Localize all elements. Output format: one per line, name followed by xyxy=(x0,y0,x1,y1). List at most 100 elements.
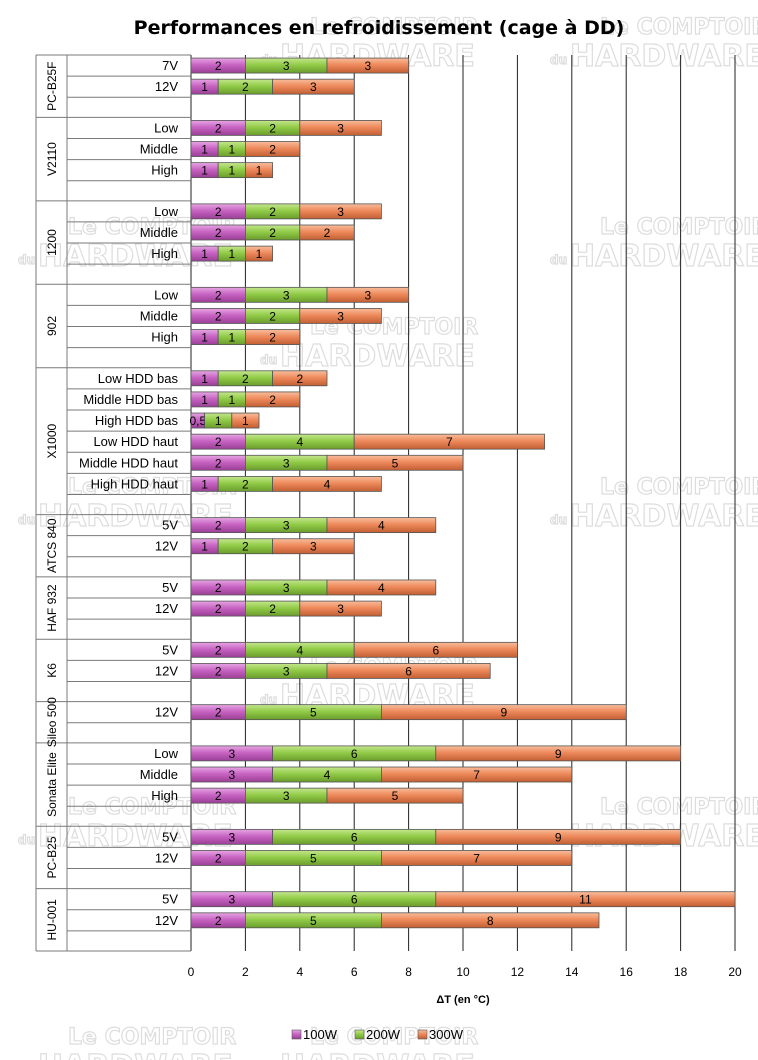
data-label: 4 xyxy=(324,477,331,491)
bar-300W xyxy=(244,141,301,157)
bar-300W xyxy=(299,203,382,220)
bar-300W xyxy=(326,57,409,74)
x-tick-label: 0 xyxy=(188,965,195,979)
watermark-du: du xyxy=(260,693,277,707)
data-label: 1 xyxy=(228,143,235,157)
data-label: 5 xyxy=(392,789,399,803)
data-label: 2 xyxy=(215,226,222,240)
row-label: 12V xyxy=(155,79,178,94)
row-label: Low xyxy=(154,120,178,135)
data-label: 2 xyxy=(242,540,249,554)
data-label: 2 xyxy=(296,372,303,386)
data-label: 2 xyxy=(215,288,222,302)
x-tick-label: 4 xyxy=(296,965,303,979)
data-label: 2 xyxy=(215,602,222,616)
watermark-line2: HARDWARE xyxy=(570,499,758,534)
data-label: 9 xyxy=(555,747,562,761)
data-label: 3 xyxy=(364,288,371,302)
data-label: 2 xyxy=(215,789,222,803)
watermark-line2: HARDWARE xyxy=(280,339,475,374)
data-label: 3 xyxy=(283,581,290,595)
watermark-line1: Le COMPTOIR xyxy=(310,1025,478,1050)
data-label: 2 xyxy=(215,643,222,657)
data-label: 1 xyxy=(201,331,208,345)
data-label: 1 xyxy=(201,540,208,554)
row-label: Middle xyxy=(140,308,178,323)
data-label: 4 xyxy=(296,643,303,657)
x-axis-ticks: 0 2 4 6 8 10 12 14 16 18 20 xyxy=(188,965,742,979)
data-label: 2 xyxy=(242,477,249,491)
data-label: 3 xyxy=(283,664,290,678)
bar-300W xyxy=(353,433,546,450)
group-label: K6 xyxy=(45,663,59,678)
data-label: 2 xyxy=(215,309,222,323)
group-label: PC-B25 xyxy=(45,836,59,878)
data-label: 2 xyxy=(242,80,249,94)
data-label: 4 xyxy=(378,581,385,595)
row-label: High HDD haut xyxy=(91,476,179,491)
x-tick-label: 16 xyxy=(620,965,634,979)
data-label: 1 xyxy=(201,372,208,386)
row-label: 5V xyxy=(162,829,178,844)
x-tick-label: 18 xyxy=(674,965,688,979)
row-label: High xyxy=(151,163,178,178)
legend-item-300W: 300W xyxy=(417,1027,464,1042)
data-label: 2 xyxy=(269,205,276,219)
x-tick-label: 12 xyxy=(511,965,525,979)
data-label: 3 xyxy=(228,747,235,761)
data-label: 1 xyxy=(242,414,249,428)
data-label: 2 xyxy=(215,851,222,865)
bar-300W xyxy=(326,663,491,679)
bar-300W xyxy=(272,78,355,95)
watermark-line2: HARDWARE xyxy=(280,1049,475,1060)
data-label: 1 xyxy=(201,393,208,407)
bar-300W xyxy=(326,454,464,471)
data-label: 7 xyxy=(446,435,453,449)
data-label: 3 xyxy=(337,309,344,323)
bar-300W xyxy=(435,745,681,762)
data-label: 6 xyxy=(351,830,358,844)
bar-300W xyxy=(326,787,464,804)
data-label: 2 xyxy=(269,602,276,616)
data-label: 2 xyxy=(242,372,249,386)
data-label: 2 xyxy=(269,331,276,345)
group-hu-001: 5V 3 6 11 12V 2 5 8 HU-001 xyxy=(45,891,736,941)
x-tick-label: 20 xyxy=(728,965,742,979)
bar-300W xyxy=(272,475,382,492)
x-tick-label: 8 xyxy=(405,965,412,979)
data-label: 9 xyxy=(500,706,507,720)
x-tick-label: 6 xyxy=(351,965,358,979)
data-label: 2 xyxy=(215,59,222,73)
data-label: 6 xyxy=(432,643,439,657)
data-label: 3 xyxy=(228,893,235,907)
bar-300W xyxy=(244,245,273,262)
data-label: 1 xyxy=(228,331,235,345)
bar-300W xyxy=(299,308,382,324)
group-label: Sileo 500 xyxy=(45,697,59,747)
data-label: 1 xyxy=(201,247,208,261)
row-label: 5V xyxy=(162,580,178,595)
data-label: 1 xyxy=(256,164,263,178)
watermark-line1: Le COMPTOIR xyxy=(600,215,758,240)
row-label: 12V xyxy=(155,601,178,616)
data-label: 4 xyxy=(324,768,331,782)
bar-300W xyxy=(272,538,355,555)
group-sileo-500: 12V 2 5 9 Sileo 500 xyxy=(45,697,627,747)
row-label: 12V xyxy=(155,913,178,928)
row-label: 12V xyxy=(155,539,178,554)
bar-300W xyxy=(326,579,437,596)
row-label: 12V xyxy=(155,663,178,678)
data-label: 2 xyxy=(215,205,222,219)
data-label: 2 xyxy=(269,143,276,157)
watermark-line2: HARDWARE xyxy=(38,1049,233,1060)
data-label: 3 xyxy=(310,540,317,554)
bar-300W xyxy=(299,120,382,136)
data-label: 7 xyxy=(473,768,480,782)
row-label: 5V xyxy=(162,892,178,907)
